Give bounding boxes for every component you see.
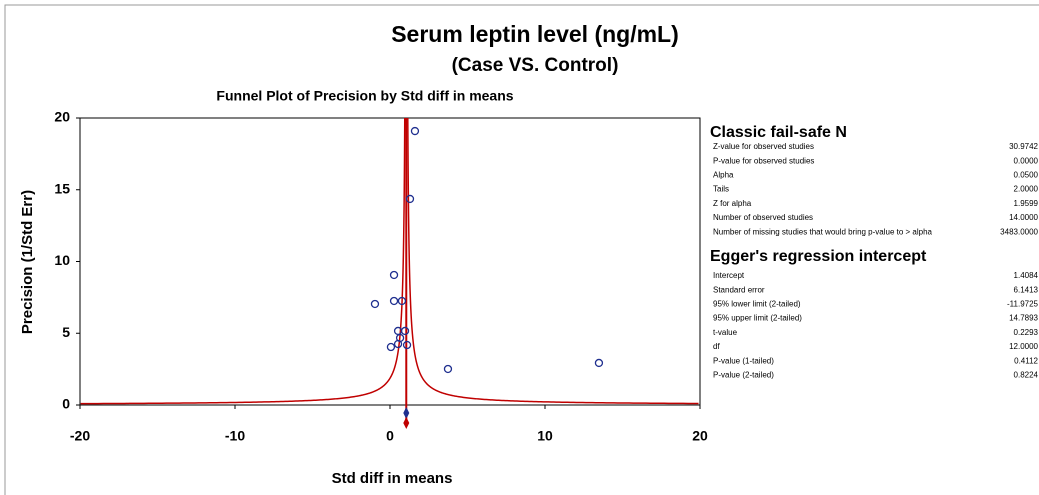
y-tick-label: 10 — [54, 252, 70, 268]
y-tick-label: 0 — [62, 396, 70, 412]
study-point — [370, 299, 380, 309]
stat-value: 0.4112 — [1014, 356, 1038, 365]
frame — [4, 4, 1039, 495]
stat-label: Alpha — [713, 171, 734, 180]
stat-value: 0.2293 — [1014, 328, 1039, 337]
x-axis-label: Std diff in means — [332, 470, 453, 487]
stat-label: P-value (2-tailed) — [713, 371, 774, 380]
y-axis-label: Precision (1/Std Err) — [19, 190, 36, 334]
stat-value: -11.9725 — [1007, 300, 1039, 309]
observed-diamond — [403, 407, 410, 419]
stat-value: 2.0000 — [1014, 185, 1039, 194]
stat-label: Tails — [713, 185, 729, 194]
stat-label: Z-value for observed studies — [713, 142, 814, 151]
x-tick-label: 0 — [386, 428, 394, 444]
stat-value: 6.1413 — [1014, 285, 1039, 294]
stat-value: 14.0000 — [1009, 213, 1038, 222]
stat-value: 12.0000 — [1009, 342, 1038, 351]
study-point — [393, 339, 403, 349]
study-point — [402, 340, 412, 350]
stat-value: 3483.0000 — [1000, 227, 1038, 236]
stat-label: P-value (1-tailed) — [713, 356, 774, 365]
study-point — [389, 296, 399, 306]
stat-value: 1.9599 — [1014, 199, 1039, 208]
stat-label: Intercept — [713, 271, 745, 280]
x-tick-label: 20 — [692, 428, 708, 444]
stat-label: Number of missing studies that would bri… — [713, 227, 933, 236]
x-tick-label: -20 — [70, 428, 90, 444]
stat-value: 14.7893 — [1009, 314, 1038, 323]
stat-label: P-value for observed studies — [713, 156, 814, 165]
study-point — [410, 126, 420, 136]
panel-heading: Egger's regression intercept — [710, 248, 927, 265]
stat-label: Z for alpha — [713, 199, 752, 208]
x-tick-label: -10 — [225, 428, 245, 444]
study-point — [386, 342, 396, 352]
stat-value: 0.0500 — [1014, 171, 1039, 180]
adjusted-diamond — [403, 417, 410, 429]
stat-value: 0.0000 — [1014, 156, 1039, 165]
x-tick-label: 10 — [537, 428, 553, 444]
plot-title: Funnel Plot of Precision by Std diff in … — [216, 88, 513, 104]
chart-subtitle: (Case VS. Control) — [452, 55, 619, 76]
study-point — [397, 296, 407, 306]
chart-title: Serum leptin level (ng/mL) — [391, 21, 679, 47]
study-point — [400, 326, 410, 336]
stat-label: 95% upper limit (2-tailed) — [713, 314, 802, 323]
funnel-limit — [80, 117, 406, 405]
study-point — [389, 270, 399, 280]
y-tick-label: 15 — [54, 180, 70, 196]
stat-label: Standard error — [713, 285, 765, 294]
y-tick-label: 20 — [54, 109, 70, 125]
plot-frame — [79, 117, 701, 406]
stat-value: 1.4084 — [1014, 271, 1039, 280]
stat-value: 0.8224 — [1014, 371, 1039, 380]
study-point — [594, 358, 604, 368]
stat-label: t-value — [713, 328, 738, 337]
funnel-limit — [407, 117, 699, 405]
y-tick-label: 5 — [62, 324, 70, 340]
study-point — [443, 364, 453, 374]
stat-label: 95% lower limit (2-tailed) — [713, 300, 801, 309]
study-point — [405, 194, 415, 204]
stat-value: 30.9742 — [1009, 142, 1038, 151]
panel-heading: Classic fail-safe N — [710, 124, 847, 141]
stat-label: df — [713, 342, 720, 351]
stat-label: Number of observed studies — [713, 213, 813, 222]
